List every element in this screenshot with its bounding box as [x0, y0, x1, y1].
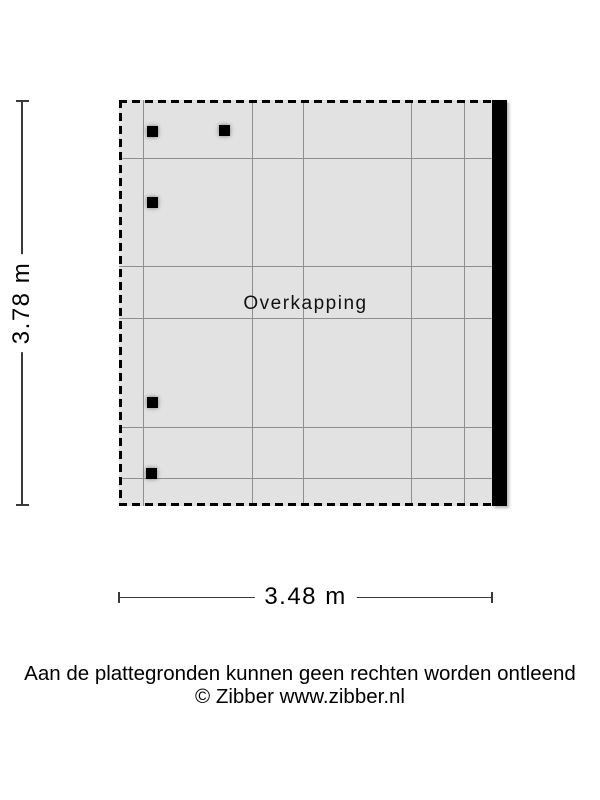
- copyright-text: © Zibber www.zibber.nl: [195, 684, 405, 708]
- grid-line-horizontal: [119, 158, 492, 159]
- disclaimer-text: Aan de plattegronden kunnen geen rechten…: [24, 662, 576, 685]
- dashed-border-top: [119, 100, 492, 103]
- dimension-width: 3.48 m: [118, 582, 493, 612]
- dimension-height-tick-top: [15, 100, 29, 102]
- dashed-border-bottom: [119, 503, 492, 506]
- dashed-border-left: [119, 100, 122, 506]
- floor-plan: Overkapping: [119, 100, 508, 506]
- post: [146, 196, 158, 208]
- dimension-width-tick-right: [491, 592, 493, 603]
- dimension-width-tick-left: [118, 592, 120, 603]
- dimension-height-label: 3.78 m: [6, 253, 38, 353]
- dimension-width-label: 3.48 m: [254, 582, 357, 612]
- footer: Aan de plattegronden kunnen geen rechten…: [0, 662, 600, 708]
- grid-line-horizontal: [119, 427, 492, 428]
- grid-line-vertical: [143, 100, 144, 506]
- dimension-height-tick-bottom: [15, 504, 29, 506]
- grid-line-vertical: [464, 100, 465, 506]
- room-floor: [119, 100, 492, 506]
- dimension-height: 3.78 m: [0, 100, 44, 506]
- grid-line-vertical: [411, 100, 412, 506]
- post: [218, 124, 230, 136]
- grid-line-horizontal: [119, 478, 492, 479]
- solid-wall-right: [492, 100, 507, 506]
- grid-line-horizontal: [119, 266, 492, 267]
- grid-line-horizontal: [119, 318, 492, 319]
- post: [145, 467, 157, 479]
- grid-line-vertical: [252, 100, 253, 506]
- post: [146, 396, 158, 408]
- room-label: Overkapping: [243, 293, 368, 314]
- grid-line-vertical: [303, 100, 304, 506]
- floor-tile-grid: [119, 100, 492, 506]
- post: [146, 125, 158, 137]
- posts-layer: [119, 100, 492, 506]
